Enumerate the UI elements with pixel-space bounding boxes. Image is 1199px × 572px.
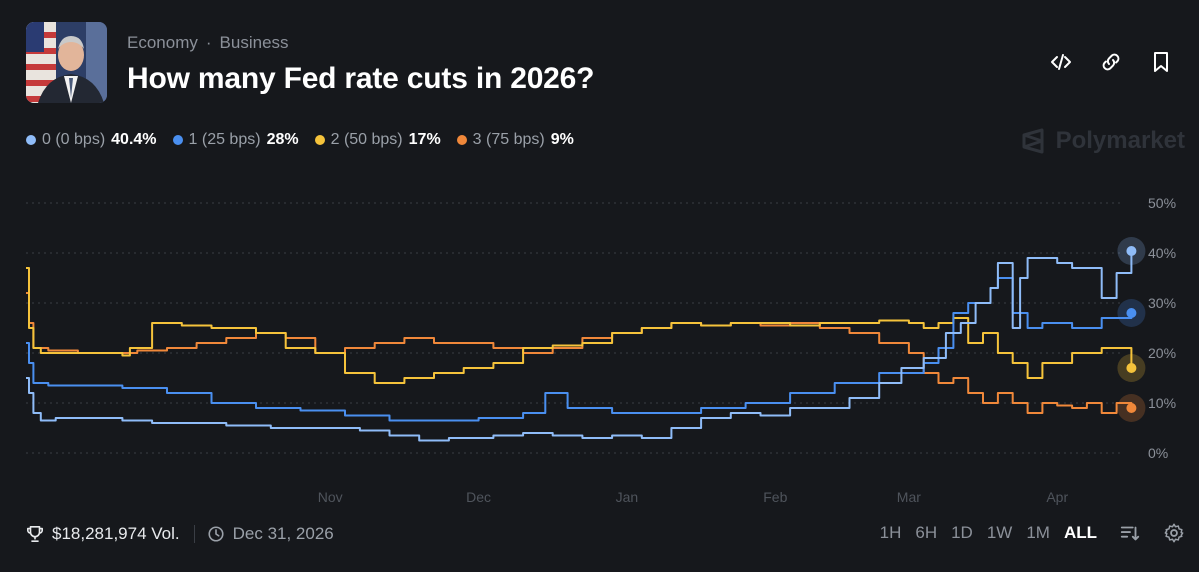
clock-icon xyxy=(208,526,224,542)
range-all[interactable]: ALL xyxy=(1063,523,1097,542)
page-title: How many Fed rate cuts in 2026? xyxy=(127,62,595,95)
series-line-0 xyxy=(26,251,1133,442)
x-tick-label: Mar xyxy=(897,489,921,505)
link-icon[interactable] xyxy=(1099,50,1123,74)
legend-value: 17% xyxy=(408,131,441,148)
y-tick-label: 40% xyxy=(1148,245,1176,261)
range-6h[interactable]: 6H xyxy=(915,523,938,542)
series-end-point-0 xyxy=(1126,246,1137,256)
y-tick-label: 50% xyxy=(1148,195,1176,211)
range-1d[interactable]: 1D xyxy=(951,523,973,542)
polymarket-watermark: Polymarket xyxy=(1020,127,1185,155)
bookmark-icon[interactable] xyxy=(1149,50,1173,74)
legend-dot xyxy=(172,135,183,145)
range-1w[interactable]: 1W xyxy=(986,523,1013,542)
end-date-info: Dec 31, 2026 xyxy=(207,524,334,544)
volume-value: $18,281,974 Vol. xyxy=(52,524,180,543)
trophy-icon xyxy=(26,525,44,543)
legend-value: 9% xyxy=(550,131,574,148)
polymarket-logo-icon xyxy=(1022,128,1044,154)
legend-label: 3 (75 bps) xyxy=(472,131,545,148)
x-tick-label: Apr xyxy=(1046,489,1068,505)
legend-item-2-cuts[interactable]: 2 (50 bps) 17% xyxy=(314,131,441,149)
top-actions xyxy=(1049,50,1173,74)
legend-value: 40.4% xyxy=(111,131,157,148)
breadcrumb-economy[interactable]: Economy xyxy=(127,33,198,52)
end-date-value: Dec 31, 2026 xyxy=(232,524,334,543)
y-tick-label: 30% xyxy=(1148,295,1176,311)
breadcrumb-business[interactable]: Business xyxy=(219,33,289,52)
legend-item-3-cuts[interactable]: 3 (75 bps) 9% xyxy=(456,131,574,149)
y-tick-label: 10% xyxy=(1148,395,1176,411)
legend-dot xyxy=(456,135,467,145)
market-thumbnail xyxy=(26,22,107,103)
series-end-point-1 xyxy=(1126,308,1137,318)
range-1h[interactable]: 1H xyxy=(879,523,902,542)
series-line-2 xyxy=(26,267,1133,384)
legend-value: 28% xyxy=(266,131,299,148)
x-tick-label: Dec xyxy=(466,489,491,505)
series-line-1 xyxy=(26,277,1133,422)
series-end-point-2 xyxy=(1126,363,1137,373)
volume-info: $18,281,974 Vol. xyxy=(26,524,180,544)
x-tick-label: Nov xyxy=(318,489,343,505)
legend-label: 0 (0 bps) xyxy=(42,131,106,148)
fed-chair-portrait-image xyxy=(26,22,107,103)
footer-divider xyxy=(193,525,195,543)
time-range-selector: 1H 6H 1D 1W 1M ALL xyxy=(880,522,1185,544)
y-tick-label: 20% xyxy=(1148,345,1176,361)
x-tick-label: Feb xyxy=(763,489,787,505)
brand-name: Polymarket xyxy=(1055,127,1185,154)
legend-dot xyxy=(26,135,36,145)
x-tick-label: Jan xyxy=(616,489,639,505)
legend-item-1-cut[interactable]: 1 (25 bps) 28% xyxy=(172,131,299,149)
breadcrumb: Economy · Business xyxy=(127,33,289,53)
legend-label: 2 (50 bps) xyxy=(330,131,403,148)
gear-icon[interactable] xyxy=(1163,522,1185,544)
sort-icon[interactable] xyxy=(1119,522,1141,544)
series-end-point-3 xyxy=(1126,403,1137,413)
embed-icon[interactable] xyxy=(1049,50,1073,74)
legend-item-0-cuts[interactable]: 0 (0 bps) 40.4% xyxy=(26,131,157,149)
y-tick-label: 0% xyxy=(1148,445,1168,461)
chart-legend: 0 (0 bps) 40.4% 1 (25 bps) 28% 2 (50 bps… xyxy=(26,131,574,149)
market-footer: $18,281,974 Vol. Dec 31, 2026 xyxy=(26,524,334,544)
range-1m[interactable]: 1M xyxy=(1026,523,1050,542)
legend-dot xyxy=(314,135,325,145)
breadcrumb-separator: · xyxy=(205,33,212,52)
price-history-chart[interactable]: 0% 10% 20% 30% 40% 50% Nov Dec Jan Feb Mar Apr xyxy=(0,180,1199,510)
legend-label: 1 (25 bps) xyxy=(188,131,261,148)
